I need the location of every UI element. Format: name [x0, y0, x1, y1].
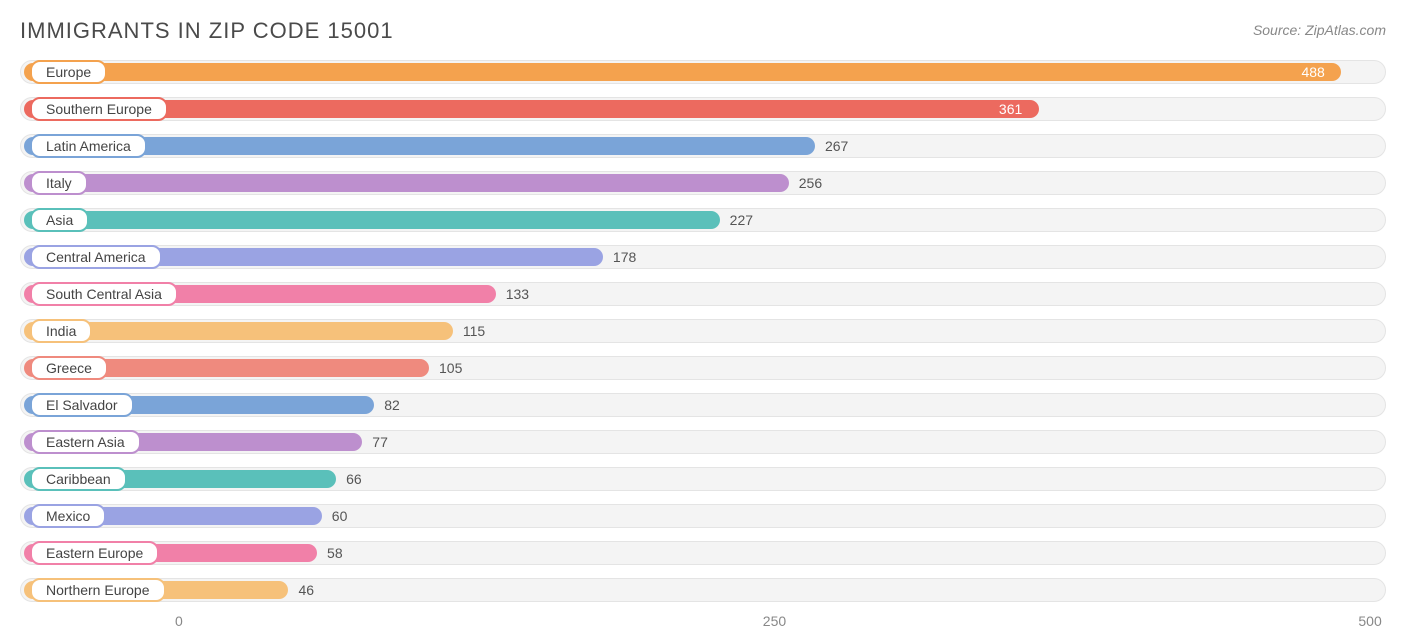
bar-label: Eastern Asia	[30, 430, 141, 454]
bar-row: Caribbean 66	[20, 465, 1386, 493]
bar-row: Latin America 267	[20, 132, 1386, 160]
bar-label: Latin America	[30, 134, 147, 158]
chart-area: Europe 488 Southern Europe 361 Latin America…	[20, 58, 1386, 604]
bar-label: Europe	[30, 60, 107, 84]
bar-row: India 115	[20, 317, 1386, 345]
bar-row: Southern Europe 361	[20, 95, 1386, 123]
bar-fill	[24, 211, 720, 229]
bar-row: Northern Europe 46	[20, 576, 1386, 604]
axis-tick: 0	[175, 613, 183, 629]
bar-value: 115	[463, 323, 485, 339]
chart-title: IMMIGRANTS IN ZIP CODE 15001	[20, 18, 394, 44]
bar-value: 60	[332, 508, 348, 524]
bar-row: Eastern Europe 58	[20, 539, 1386, 567]
bar-value: 133	[506, 286, 529, 302]
bar-label: Northern Europe	[30, 578, 166, 602]
axis-tick: 500	[1358, 613, 1381, 629]
bar-row: Mexico 60	[20, 502, 1386, 530]
bar-label: Italy	[30, 171, 88, 195]
bar-row: Eastern Asia 77	[20, 428, 1386, 456]
bar-row: Greece 105	[20, 354, 1386, 382]
chart-header: IMMIGRANTS IN ZIP CODE 15001 Source: Zip…	[20, 18, 1386, 44]
x-axis: 0 250 500	[20, 613, 1386, 639]
bar-row: Italy 256	[20, 169, 1386, 197]
bar-label: El Salvador	[30, 393, 134, 417]
bar-value: 488	[1301, 64, 1324, 80]
bar-value: 66	[346, 471, 362, 487]
bar-row: South Central Asia 133	[20, 280, 1386, 308]
bar-value: 46	[298, 582, 314, 598]
bar-row: Asia 227	[20, 206, 1386, 234]
bar-fill	[24, 100, 1039, 118]
bar-label: Southern Europe	[30, 97, 168, 121]
bar-label: Mexico	[30, 504, 106, 528]
axis-tick: 250	[763, 613, 786, 629]
bar-row: Central America 178	[20, 243, 1386, 271]
bar-value: 256	[799, 175, 822, 191]
bar-fill	[24, 174, 789, 192]
bar-value: 105	[439, 360, 462, 376]
bar-label: South Central Asia	[30, 282, 178, 306]
bar-label: Central America	[30, 245, 162, 269]
bar-value: 58	[327, 545, 343, 561]
bar-label: Caribbean	[30, 467, 127, 491]
chart-source: Source: ZipAtlas.com	[1253, 22, 1386, 38]
bar-row: Europe 488	[20, 58, 1386, 86]
bar-label: Eastern Europe	[30, 541, 159, 565]
bar-value: 77	[372, 434, 388, 450]
bar-value: 267	[825, 138, 848, 154]
bar-value: 178	[613, 249, 636, 265]
bar-value: 361	[999, 101, 1022, 117]
bar-label: Asia	[30, 208, 89, 232]
bar-row: El Salvador 82	[20, 391, 1386, 419]
bar-fill	[24, 63, 1341, 81]
bar-label: India	[30, 319, 92, 343]
bar-value: 82	[384, 397, 400, 413]
bar-value: 227	[730, 212, 753, 228]
bar-label: Greece	[30, 356, 108, 380]
